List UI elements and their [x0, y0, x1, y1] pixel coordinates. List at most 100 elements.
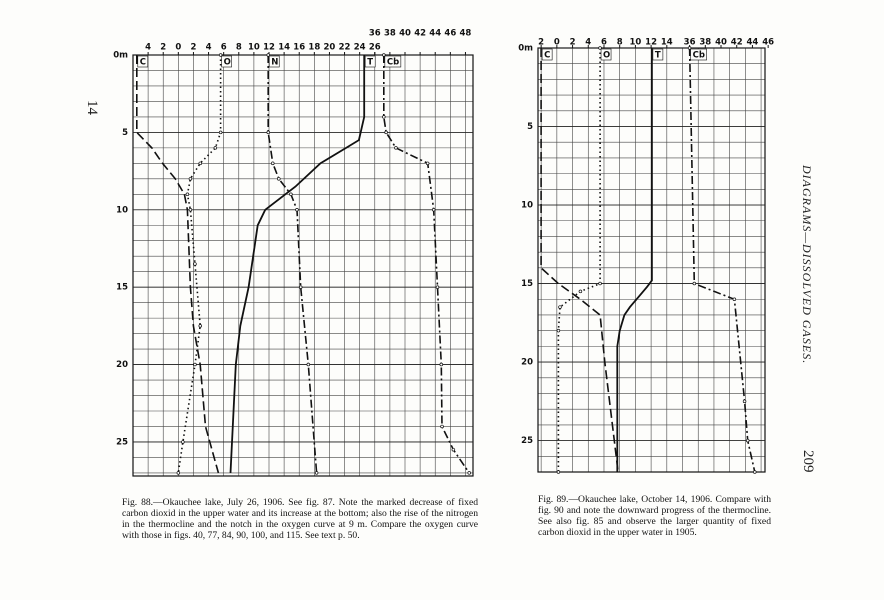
x-tick-label: 6: [601, 38, 607, 48]
legend-label: Cb: [693, 51, 705, 61]
legend-label: Cb: [387, 58, 399, 68]
y-tick-label: 25: [521, 436, 533, 446]
legend-box: [690, 48, 707, 61]
y-tick-label: 15: [521, 279, 533, 289]
sample-point: [431, 208, 436, 212]
sample-point: [198, 161, 202, 166]
x-tick-label: 24: [354, 43, 366, 53]
x2-tick-label: 38: [384, 29, 396, 39]
profile-line: [616, 48, 653, 472]
profile-line: [688, 47, 756, 473]
x-tick-label: 2: [538, 38, 544, 48]
sample-point: [753, 470, 757, 474]
x-tick-label: 4: [206, 43, 212, 53]
x-tick-label: 12: [645, 38, 657, 48]
sample-point: [185, 192, 190, 197]
sample-point: [295, 208, 299, 212]
sample-point: [742, 399, 747, 404]
sample-point: [440, 424, 444, 429]
x2-tick-label: 40: [715, 38, 727, 48]
sample-point: [382, 53, 386, 57]
x-tick-label: 6: [221, 43, 227, 53]
legend-box: [268, 55, 280, 68]
y-tick-label: 10: [116, 205, 128, 215]
sample-point: [193, 262, 197, 266]
sample-point: [266, 53, 270, 57]
sample-point: [556, 470, 561, 474]
sample-point: [598, 46, 602, 50]
sample-point: [556, 328, 561, 333]
legend-label: O: [224, 58, 231, 68]
profile-line: [229, 55, 366, 473]
y-tick-label: 10: [521, 201, 533, 211]
sample-point: [213, 146, 218, 150]
x-tick-label: 2: [190, 43, 196, 53]
legend-label: O: [603, 51, 610, 61]
sample-point: [692, 281, 697, 286]
x-tick-label: 8: [617, 38, 623, 48]
caption: Fig. 89.—Okauchee lake, October 14, 1906…: [538, 494, 771, 538]
sample-point: [384, 130, 388, 135]
legend-label: C: [140, 58, 146, 68]
profile-line: [383, 55, 470, 474]
page-number: 14: [84, 100, 100, 115]
page-number: 209: [800, 450, 816, 473]
sample-point: [435, 285, 440, 289]
sample-point: [298, 285, 303, 289]
x2-tick-label: 44: [747, 38, 759, 48]
y-tick-label: 20: [116, 360, 128, 370]
x2-tick-label: 40: [399, 29, 411, 39]
legend-box: [137, 55, 149, 68]
x2-tick-label: 48: [460, 29, 472, 39]
y-tick-label: 25: [116, 437, 128, 447]
sample-point: [394, 146, 398, 150]
x-tick-label: 14: [278, 43, 290, 53]
x-tick-label: 2: [160, 43, 166, 53]
x2-tick-label: 46: [444, 29, 456, 39]
x2-tick-label: 44: [429, 29, 441, 39]
sample-point: [598, 281, 602, 286]
legend-box: [652, 48, 664, 61]
legend-box: [384, 55, 402, 68]
x-tick-label: 16: [293, 43, 305, 53]
sample-point: [467, 471, 471, 475]
sample-point: [193, 362, 197, 367]
caption: Fig. 88.—Okauchee lake, July 26, 1906. S…: [122, 497, 478, 541]
x-tick-label: 0: [554, 38, 560, 48]
sample-point: [198, 324, 202, 328]
plot-frame: [132, 54, 474, 477]
profile-line: [557, 48, 601, 472]
legend-box: [364, 55, 376, 68]
sample-point: [188, 208, 193, 212]
x-tick-label: 4: [585, 38, 591, 48]
sample-point: [314, 471, 319, 475]
profile-line: [136, 55, 220, 474]
sample-point: [578, 289, 583, 294]
x-tick-label: 8: [236, 43, 242, 53]
x-tick-label: 18: [308, 43, 320, 53]
x-tick-label: 10: [629, 38, 641, 48]
running-head: DIAGRAMS—DISSOLVED GASES.: [800, 165, 814, 365]
sample-point: [745, 438, 750, 443]
x2-tick-label: 42: [731, 38, 743, 48]
sample-point: [289, 192, 293, 197]
sample-point: [188, 177, 193, 181]
sample-point: [558, 305, 562, 309]
sample-point: [218, 53, 223, 57]
x-tick-label: 20: [324, 43, 336, 53]
y-tick-label: 5: [122, 128, 128, 138]
x-tick-label: 12: [263, 43, 275, 53]
sample-point: [439, 362, 444, 367]
y-tick-label: 20: [521, 358, 533, 368]
x-tick-label: 26: [369, 43, 381, 53]
legend-box: [541, 48, 553, 61]
legend-box: [221, 55, 232, 68]
sample-point: [176, 471, 181, 475]
sample-point: [306, 362, 311, 367]
x-tick-label: 10: [248, 43, 260, 53]
y-tick-label: 0m: [113, 51, 128, 61]
x2-tick-label: 38: [699, 38, 711, 48]
y-tick-label: 0m: [518, 44, 533, 54]
